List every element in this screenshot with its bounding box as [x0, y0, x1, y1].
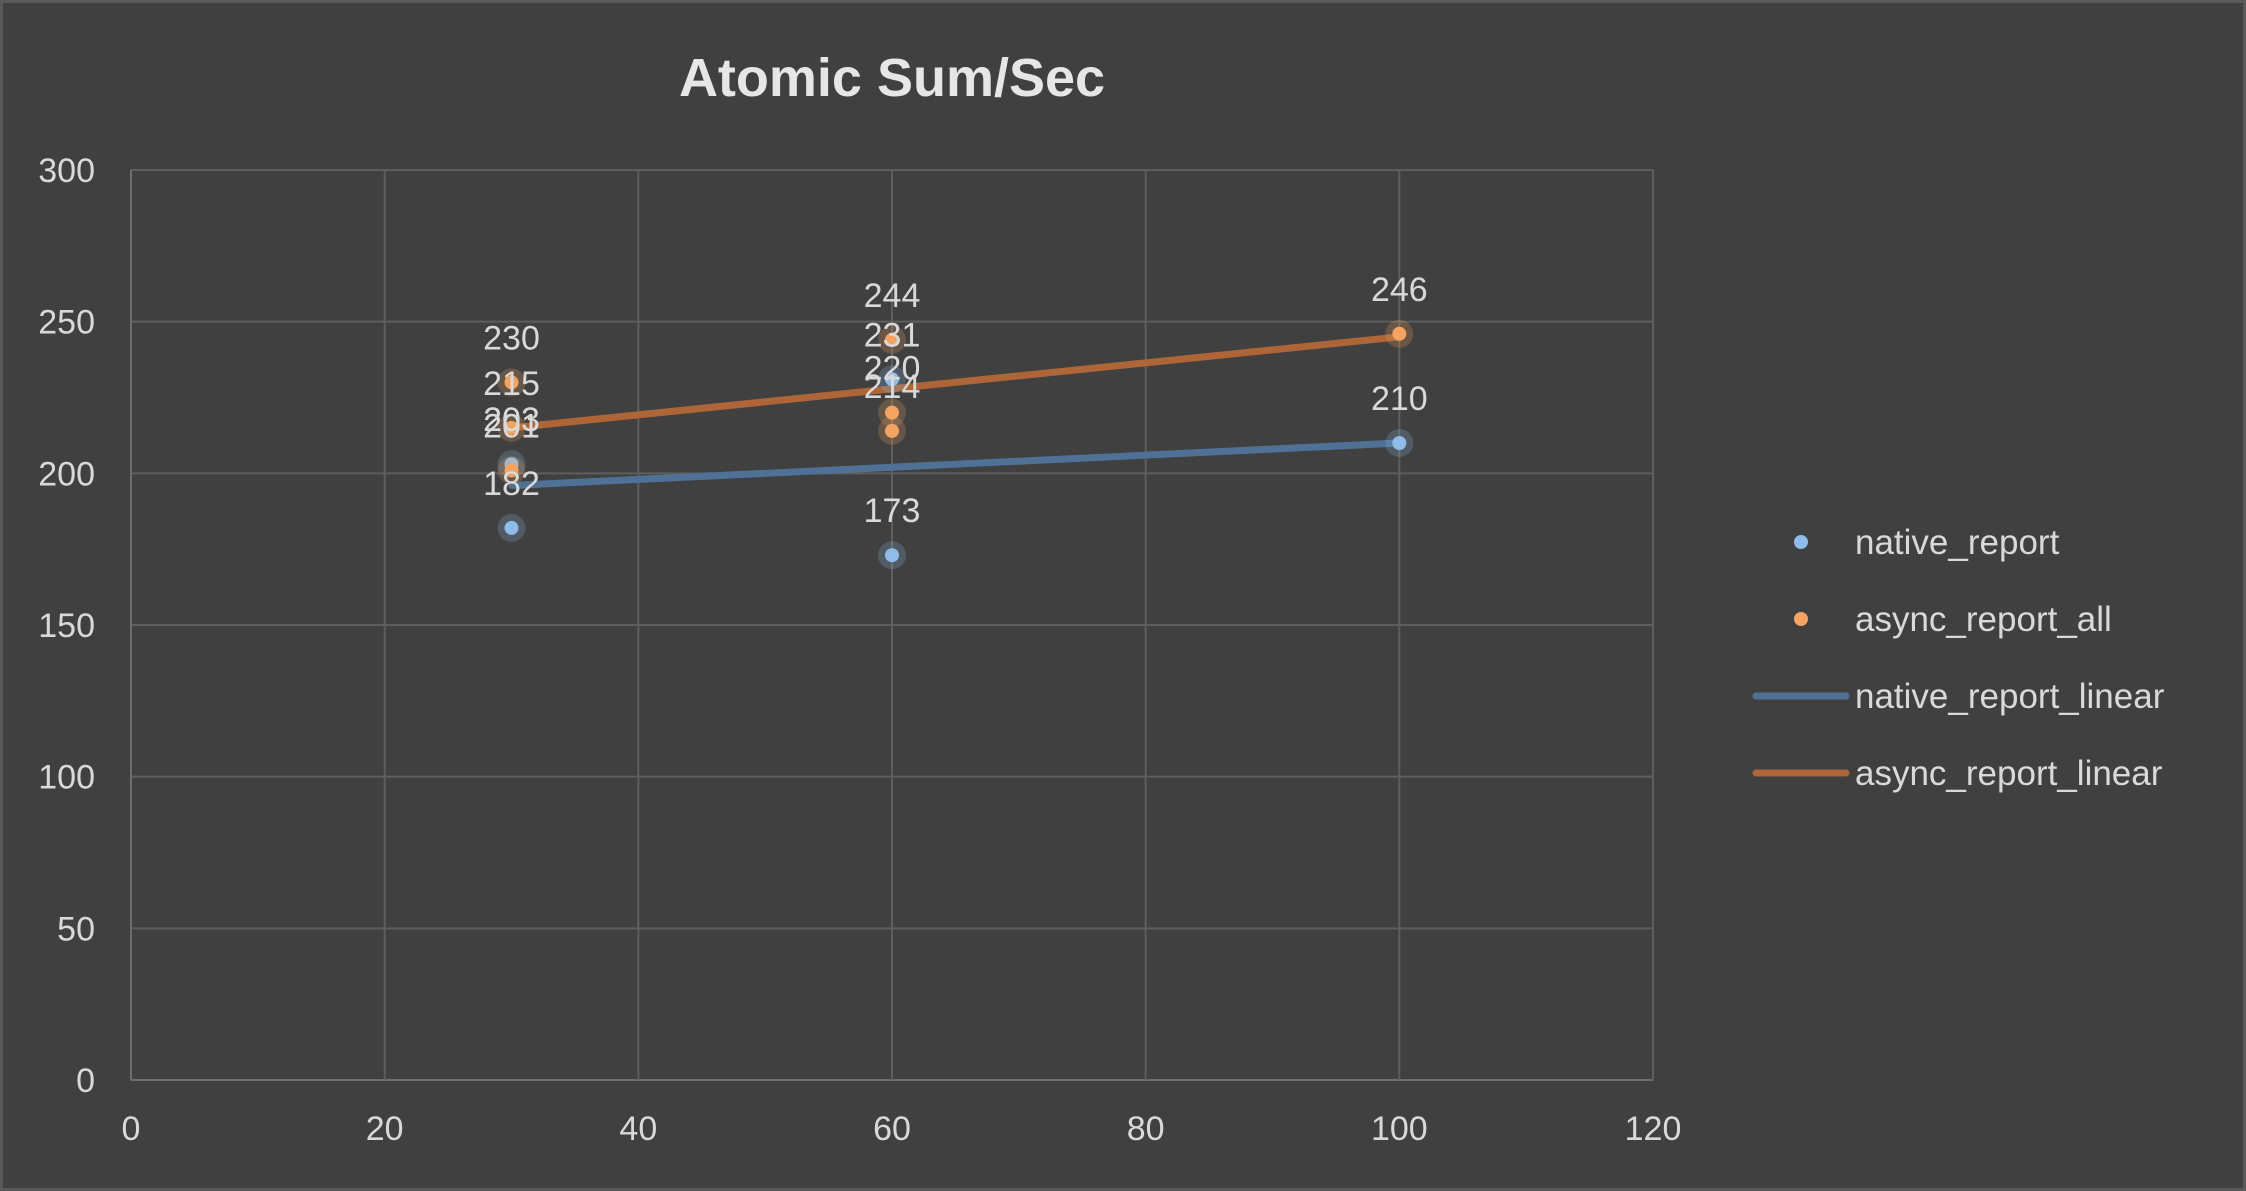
native_report-data-label: 231: [864, 316, 921, 354]
x-tick-label: 60: [873, 1110, 911, 1148]
async_report_all-point: [1385, 319, 1414, 348]
grid-layer: [130, 169, 1654, 1081]
async_report_all-point: [497, 456, 526, 485]
y-tick-label: 300: [38, 152, 95, 190]
async_report_all-data-label: 246: [1371, 271, 1428, 309]
atomic-sum-chart: 0 50 100 150 200 250 300 0 20 40 60 80 100 120 182 203…: [38, 48, 2165, 1148]
native_report-data-label: 173: [864, 492, 921, 530]
native_report-data-label: 203: [483, 401, 540, 439]
async_report_all-data-label: 230: [483, 319, 540, 357]
y-tick-label: 150: [38, 607, 95, 645]
legend-label: async_report_linear: [1855, 754, 2163, 793]
async_report_all-data-label: 201: [483, 407, 540, 445]
async_report_all-point: [878, 416, 906, 445]
x-tick-label: 20: [366, 1110, 404, 1148]
x-tick-label: 40: [619, 1110, 657, 1148]
legend-item-async_report_all: async_report_all: [1794, 600, 2112, 639]
async_report_all-data-label: 220: [864, 350, 921, 388]
points-layer: [497, 319, 1414, 570]
y-tick-label: 100: [38, 759, 95, 797]
native_report-point: [497, 513, 526, 542]
y-tick-label: 50: [57, 910, 95, 948]
native_report-data-label: 210: [1371, 380, 1428, 418]
y-tick-label: 200: [38, 455, 95, 493]
x-tick-label: 80: [1127, 1110, 1165, 1148]
async_report_all-point: [497, 368, 526, 397]
legend-marker: [1794, 612, 1808, 626]
legend-label: native_report: [1855, 523, 2060, 562]
legend-item-native_report: native_report: [1794, 523, 2060, 562]
legend-item-native_report_linear: native_report_linear: [1752, 677, 2165, 716]
x-tick-label: 100: [1371, 1110, 1428, 1148]
native_report_linear-trendline: [508, 439, 1403, 489]
x-tick-label: 120: [1625, 1110, 1682, 1148]
trendline-layer: [508, 333, 1403, 489]
native_report-point: [878, 365, 906, 394]
native_report-data-label: 182: [483, 465, 540, 503]
legend-label: async_report_all: [1855, 600, 2112, 639]
async_report_linear-trendline: [508, 333, 1403, 432]
async_report_all-point: [878, 325, 906, 354]
legend-label: native_report_linear: [1855, 677, 2165, 716]
async_report_all-data-label: 244: [864, 277, 921, 315]
native_report-point: [878, 541, 906, 570]
axis-layer: 0 50 100 150 200 250 300 0 20 40 60 80 100 120: [38, 152, 1681, 1148]
legend: native_report async_report_all native_repo…: [1752, 523, 2165, 793]
legend-marker: [1794, 535, 1808, 549]
native_report-point: [1385, 429, 1414, 457]
y-tick-label: 0: [76, 1062, 95, 1100]
y-tick-label: 250: [38, 304, 95, 342]
x-tick-label: 0: [122, 1110, 141, 1148]
chart-title: Atomic Sum/Sec: [679, 48, 1105, 108]
async_report_all-data-label: 215: [483, 365, 540, 403]
async_report_all-data-label: 214: [864, 368, 921, 406]
async_report_all-point: [497, 413, 526, 442]
legend-item-async_report_linear: async_report_linear: [1752, 754, 2163, 793]
async_report_all-point: [878, 398, 906, 427]
